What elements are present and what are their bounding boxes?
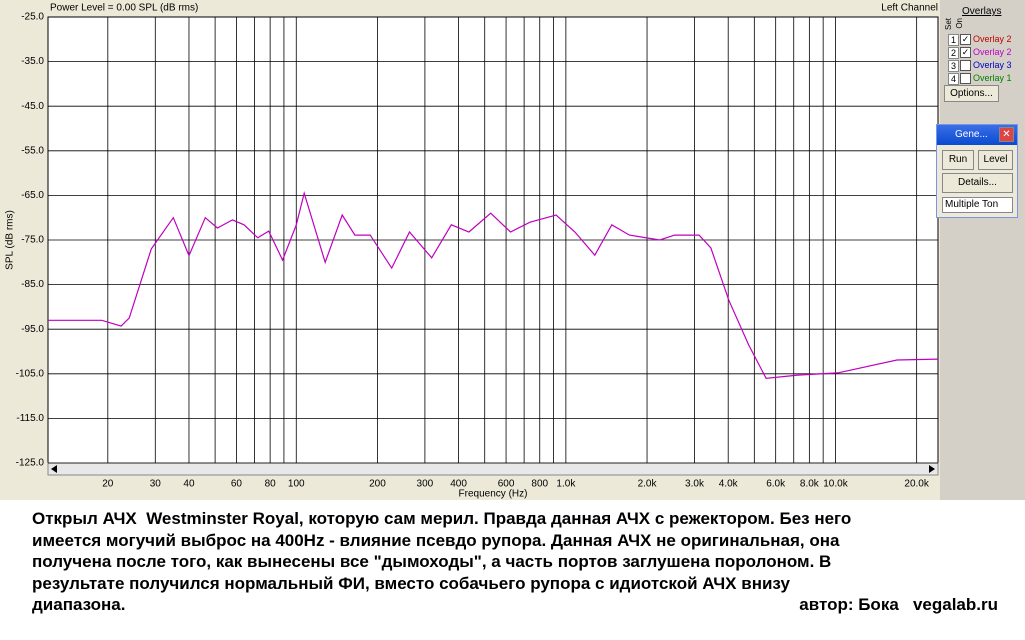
x-tick-label: 3.0k (685, 479, 705, 490)
x-tick-label: 2.0k (638, 479, 658, 490)
y-tick-label: -35.0 (21, 56, 44, 67)
overlay-set: 1 (948, 34, 959, 46)
caption-line: получена после того, как вынесены все "д… (32, 552, 832, 571)
chart: Power Level = 0.00 SPL (dB rms) Left Cha… (0, 0, 940, 500)
x-tick-label: 300 (417, 479, 434, 490)
x-tick-label: 100 (288, 479, 305, 490)
level-button[interactable]: Level (978, 150, 1013, 170)
overlay-set: 3 (948, 60, 959, 72)
details-button[interactable]: Details... (942, 173, 1013, 193)
overlay-name: Overlay 2 (973, 34, 1012, 44)
overlays-title: Overlays (962, 6, 1002, 17)
overlay-set: 2 (948, 47, 959, 59)
x-tick-label: 1.0k (556, 479, 576, 490)
x-tick-label: 6.0k (766, 479, 786, 490)
x-tick-label: 40 (183, 479, 195, 490)
x-tick-label: 80 (265, 479, 277, 490)
y-tick-label: -125.0 (16, 458, 45, 469)
x-tick-label: 200 (369, 479, 386, 490)
overlay-name: Overlay 1 (973, 73, 1012, 83)
y-tick-label: -45.0 (21, 101, 44, 112)
overlay-set: 4 (948, 73, 959, 85)
options-button[interactable]: Options... (944, 85, 999, 102)
generator-window: Gene... ✕ Run Level Details... Multiple … (936, 124, 1018, 218)
overlay-checkbox[interactable] (960, 73, 971, 84)
app-window: Power Level = 0.00 SPL (dB rms) Left Cha… (0, 0, 1025, 500)
overlay-checkbox[interactable] (960, 60, 971, 71)
scroll-right[interactable] (929, 465, 935, 473)
overlay-checkbox[interactable]: ✓ (960, 47, 971, 58)
caption-line: Открыл АЧХ Westminster Royal, которую са… (32, 509, 852, 528)
y-tick-label: -115.0 (16, 413, 44, 424)
chart-title: Power Level = 0.00 SPL (dB rms) (50, 3, 198, 14)
caption-line: диапазона. (32, 595, 126, 614)
x-tick-label: 20 (102, 479, 114, 490)
y-tick-label: -95.0 (21, 324, 44, 335)
channel-label: Left Channel (881, 3, 938, 14)
x-tick-label: 4.0k (719, 479, 739, 490)
y-tick-label: -65.0 (21, 190, 44, 201)
scroll-left[interactable] (51, 465, 57, 473)
generator-title: Gene... (937, 125, 1017, 145)
y-tick-label: -85.0 (21, 279, 44, 290)
close-button[interactable]: ✕ (999, 127, 1014, 142)
x-tick-label: 30 (150, 479, 162, 490)
curve (48, 190, 939, 379)
x-tick-label: 8.0k (800, 479, 820, 490)
caption-line: результате получился нормальный ФИ, вмес… (32, 573, 790, 593)
x-axis-label: Frequency (Hz) (459, 489, 528, 500)
overlay-checkbox[interactable]: ✓ (960, 34, 971, 45)
overlay-name: Overlay 2 (973, 47, 1012, 57)
y-tick-label: -105.0 (16, 368, 45, 379)
overlay-name: Overlay 3 (973, 60, 1012, 70)
y-axis-label: SPL (dB rms) (5, 210, 16, 270)
y-tick-label: -55.0 (21, 145, 44, 156)
caption: Открыл АЧХ Westminster Royal, которую са… (32, 508, 1012, 616)
y-tick-label: -25.0 (21, 12, 44, 23)
x-tick-label: 10.0k (823, 479, 848, 490)
caption-author: автор: Бока vegalab.ru (799, 595, 998, 614)
caption-line: имеется могучий выброс на 400Hz - влияни… (32, 530, 840, 550)
x-tick-label: 400 (450, 479, 467, 490)
overlays-panel: Overlays Set On 1 ✓ Overlay 2 2 ✓ Overlay 2 3 O… (942, 0, 1025, 105)
y-tick-label: -75.0 (21, 235, 44, 246)
x-tick-label: 60 (231, 479, 243, 490)
mode-select[interactable]: Multiple Ton (942, 197, 1013, 213)
x-tick-label: 20.0k (904, 479, 929, 490)
scrollbar[interactable] (47, 462, 939, 476)
run-button[interactable]: Run (942, 150, 974, 170)
on-label: On (955, 18, 964, 29)
x-tick-label: 800 (531, 479, 548, 490)
set-label: Set (944, 18, 953, 31)
x-tick-label: 600 (498, 479, 515, 490)
